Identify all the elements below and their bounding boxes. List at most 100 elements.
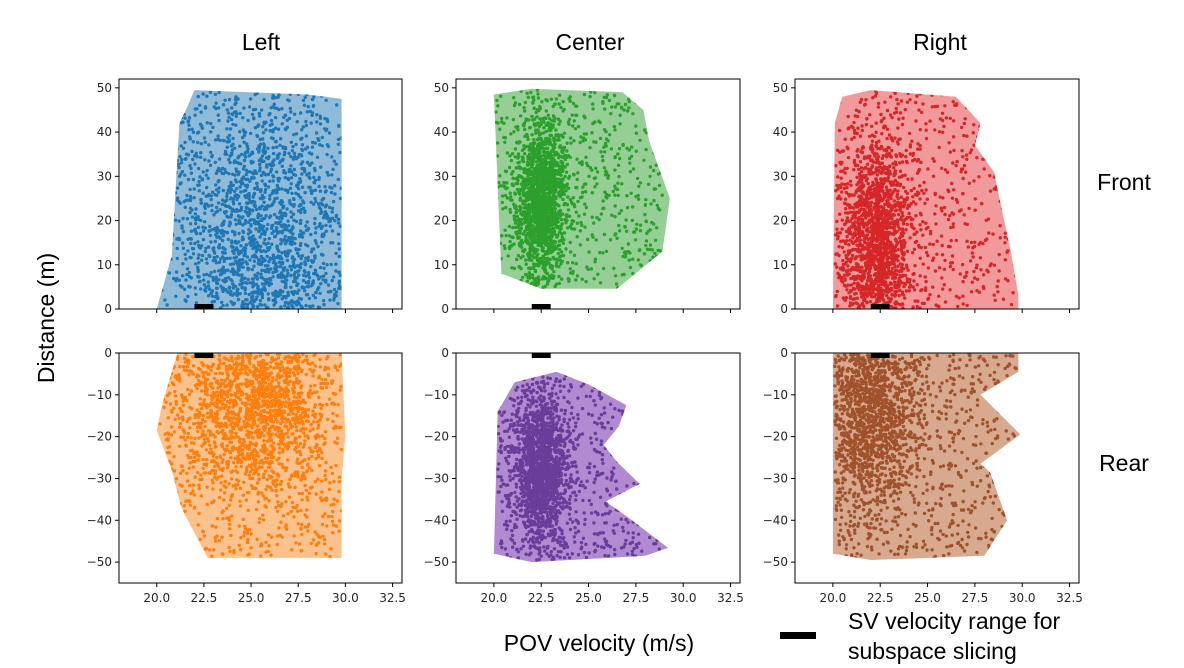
data-point xyxy=(273,266,277,270)
y-tick-label: 30 xyxy=(434,169,449,183)
data-point xyxy=(233,209,237,213)
data-point xyxy=(307,304,312,308)
data-point xyxy=(570,202,574,206)
data-point xyxy=(191,157,195,162)
data-point xyxy=(563,217,567,222)
data-point xyxy=(250,296,254,300)
data-point xyxy=(329,289,333,294)
data-point xyxy=(514,176,518,181)
data-point xyxy=(259,272,263,276)
data-point xyxy=(563,174,567,179)
data-point xyxy=(205,121,209,125)
panels: 0102030405001020304050010203040500−10−20… xyxy=(87,78,1083,605)
data-point xyxy=(593,120,597,124)
data-point xyxy=(572,253,577,257)
data-point xyxy=(634,124,638,128)
data-point xyxy=(305,92,309,97)
data-point xyxy=(314,271,318,275)
data-point xyxy=(288,92,292,96)
data-point xyxy=(209,121,213,126)
data-point xyxy=(214,286,219,290)
data-point xyxy=(627,91,631,96)
data-point xyxy=(201,191,205,195)
data-point xyxy=(905,100,910,104)
data-point xyxy=(550,222,554,227)
data-point xyxy=(203,226,207,230)
data-point xyxy=(639,277,643,281)
data-point xyxy=(599,212,604,216)
data-point xyxy=(233,173,237,177)
data-point xyxy=(258,162,262,167)
data-point xyxy=(629,191,633,195)
data-point xyxy=(631,271,635,276)
data-point xyxy=(276,127,281,131)
data-point xyxy=(654,163,658,167)
data-point xyxy=(566,186,571,190)
data-point xyxy=(627,148,631,152)
data-point xyxy=(578,140,582,145)
data-point xyxy=(564,154,568,158)
data-point xyxy=(644,239,649,243)
data-point xyxy=(609,147,614,151)
data-point xyxy=(923,275,927,279)
data-point xyxy=(211,258,216,263)
data-point xyxy=(295,183,299,188)
data-point xyxy=(211,275,215,280)
data-point xyxy=(196,256,200,260)
data-point xyxy=(217,106,221,110)
data-point xyxy=(653,148,657,153)
data-point xyxy=(218,138,222,142)
data-point xyxy=(218,208,222,212)
data-point xyxy=(531,281,535,285)
data-point xyxy=(300,232,304,236)
data-point xyxy=(494,273,499,277)
data-point xyxy=(915,94,919,98)
data-point xyxy=(623,224,627,229)
data-point xyxy=(230,151,234,155)
data-point xyxy=(536,153,540,157)
data-point xyxy=(924,122,928,126)
data-point xyxy=(217,157,222,161)
data-point xyxy=(547,275,552,280)
data-point xyxy=(299,256,303,261)
data-point xyxy=(530,114,534,119)
data-point xyxy=(545,207,549,211)
data-point xyxy=(251,282,255,286)
data-point xyxy=(199,201,203,205)
data-point xyxy=(204,257,209,261)
data-point xyxy=(302,269,306,273)
data-point xyxy=(317,184,321,189)
data-point xyxy=(197,261,201,265)
data-point xyxy=(938,195,942,199)
data-point xyxy=(181,241,185,245)
data-point xyxy=(518,231,522,235)
data-point xyxy=(888,188,892,192)
data-point xyxy=(520,283,525,288)
data-point xyxy=(280,164,284,168)
data-point xyxy=(337,242,341,246)
data-point xyxy=(547,203,551,207)
data-point xyxy=(240,285,244,289)
data-point xyxy=(536,219,540,223)
data-point xyxy=(258,166,262,170)
data-point xyxy=(616,181,620,185)
data-point xyxy=(948,150,952,154)
data-point xyxy=(254,249,259,254)
data-point xyxy=(203,211,207,215)
data-point xyxy=(300,147,304,151)
data-point xyxy=(517,265,522,269)
data-point xyxy=(283,234,287,239)
data-point xyxy=(177,199,181,204)
data-point xyxy=(228,262,233,267)
data-point xyxy=(902,284,906,289)
data-point xyxy=(884,214,888,218)
data-point xyxy=(594,166,598,170)
data-point xyxy=(325,170,329,175)
data-point xyxy=(644,198,648,202)
data-point xyxy=(161,106,165,110)
data-point xyxy=(247,194,251,198)
data-point xyxy=(557,153,561,158)
data-point xyxy=(943,300,948,304)
data-point xyxy=(531,141,536,145)
